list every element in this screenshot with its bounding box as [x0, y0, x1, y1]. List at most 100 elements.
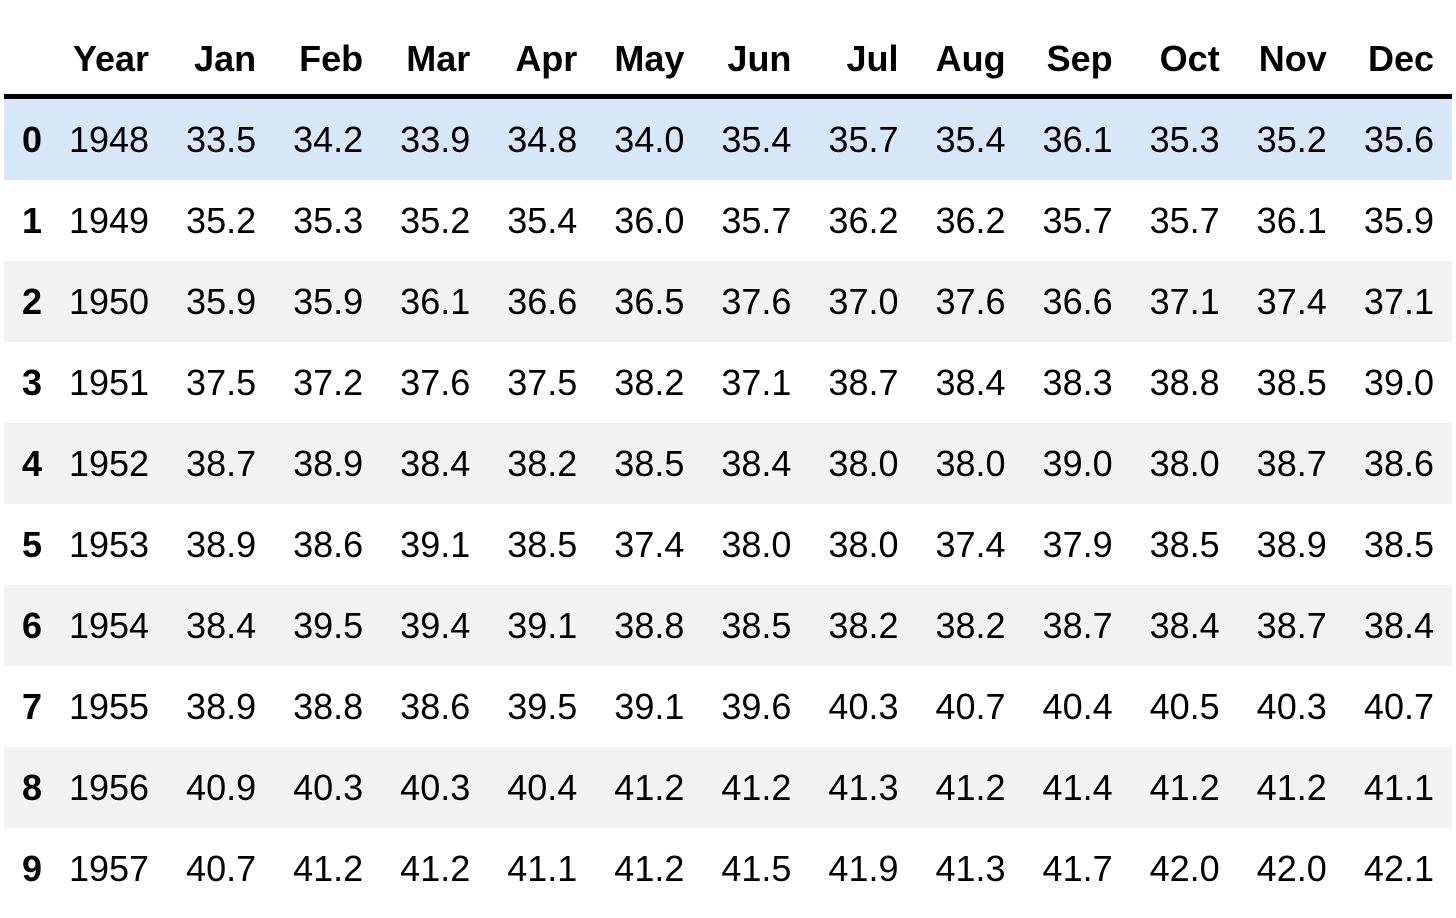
table-row: 6 1954 38.4 39.5 39.4 39.1 38.8 38.5 38.2 38.2 38.…: [4, 585, 1452, 666]
value-cell: 41.2: [400, 847, 471, 889]
value-cell: 41.2: [614, 847, 685, 889]
year-cell: 1953: [68, 523, 150, 565]
value-cell: 41.1: [1363, 766, 1434, 808]
value-cell: 38.8: [293, 685, 364, 727]
value-cell: 38.3: [1042, 361, 1113, 403]
value-cell: 33.9: [400, 118, 471, 160]
value-cell: 41.2: [1256, 766, 1327, 808]
value-cell: 39.5: [293, 604, 364, 646]
year-cell: 1955: [68, 685, 150, 727]
column-header: Nov: [1237, 0, 1345, 99]
table-row: 3 1951 37.5 37.2 37.6 37.5 38.2 37.1 38.7 38.4 38.…: [4, 342, 1452, 423]
value-cell: 35.3: [293, 199, 364, 241]
table-row: 1 1949 35.2 35.3 35.2 35.4 36.0 35.7 36.2 36.2 35.…: [4, 180, 1452, 261]
value-cell: 38.7: [186, 442, 257, 484]
value-cell: 38.0: [828, 523, 899, 565]
row-index: 6: [21, 604, 43, 646]
value-cell: 35.3: [1149, 118, 1220, 160]
value-cell: 37.6: [721, 280, 792, 322]
value-cell: 35.7: [721, 199, 792, 241]
value-cell: 38.4: [721, 442, 792, 484]
value-cell: 38.0: [721, 523, 792, 565]
value-cell: 37.2: [293, 361, 364, 403]
value-cell: 35.4: [507, 199, 578, 241]
value-cell: 37.6: [400, 361, 471, 403]
value-cell: 38.4: [1363, 604, 1434, 646]
value-cell: 39.5: [507, 685, 578, 727]
value-cell: 35.2: [400, 199, 471, 241]
row-index: 0: [21, 118, 43, 160]
table-row: 2 1950 35.9 35.9 36.1 36.6 36.5 37.6 37.0 37.6 36.…: [4, 261, 1452, 342]
value-cell: 40.7: [1363, 685, 1434, 727]
value-cell: 38.5: [1363, 523, 1434, 565]
value-cell: 35.7: [828, 118, 899, 160]
value-cell: 38.9: [186, 685, 257, 727]
year-cell: 1950: [68, 280, 150, 322]
row-index: 2: [21, 280, 43, 322]
value-cell: 40.7: [186, 847, 257, 889]
column-header: Mar: [381, 0, 489, 99]
value-cell: 35.4: [721, 118, 792, 160]
value-cell: 41.2: [293, 847, 364, 889]
value-cell: 40.4: [507, 766, 578, 808]
value-cell: 37.6: [935, 280, 1006, 322]
value-cell: 36.2: [828, 199, 899, 241]
value-cell: 38.2: [828, 604, 899, 646]
value-cell: 37.5: [186, 361, 257, 403]
column-header: Oct: [1130, 0, 1238, 99]
column-header: Feb: [274, 0, 382, 99]
value-cell: 37.4: [614, 523, 685, 565]
value-cell: 38.5: [507, 523, 578, 565]
value-cell: 35.9: [186, 280, 257, 322]
value-cell: 39.6: [721, 685, 792, 727]
value-cell: 35.2: [186, 199, 257, 241]
value-cell: 40.7: [935, 685, 1006, 727]
value-cell: 33.5: [186, 118, 257, 160]
value-cell: 36.2: [935, 199, 1006, 241]
value-cell: 38.0: [935, 442, 1006, 484]
column-header: Aug: [916, 0, 1024, 99]
value-cell: 41.2: [614, 766, 685, 808]
value-cell: 37.4: [1256, 280, 1327, 322]
year-cell: 1951: [68, 361, 150, 403]
row-index: 9: [21, 847, 43, 889]
column-header: Jun: [702, 0, 810, 99]
value-cell: 41.3: [828, 766, 899, 808]
value-cell: 38.8: [614, 604, 685, 646]
value-cell: 41.7: [1042, 847, 1113, 889]
value-cell: 38.4: [1149, 604, 1220, 646]
value-cell: 40.3: [293, 766, 364, 808]
value-cell: 42.0: [1256, 847, 1327, 889]
index-header: [4, 0, 60, 99]
value-cell: 38.2: [507, 442, 578, 484]
year-cell: 1949: [68, 199, 150, 241]
value-cell: 41.3: [935, 847, 1006, 889]
value-cell: 38.0: [828, 442, 899, 484]
value-cell: 38.6: [400, 685, 471, 727]
table-row: 4 1952 38.7 38.9 38.4 38.2 38.5 38.4 38.0 38.0 39.…: [4, 423, 1452, 504]
value-cell: 36.1: [1256, 199, 1327, 241]
column-header: Jul: [809, 0, 917, 99]
value-cell: 34.8: [507, 118, 578, 160]
value-cell: 40.3: [400, 766, 471, 808]
value-cell: 36.0: [614, 199, 685, 241]
value-cell: 35.4: [935, 118, 1006, 160]
value-cell: 41.1: [507, 847, 578, 889]
value-cell: 38.9: [293, 442, 364, 484]
year-cell: 1952: [68, 442, 150, 484]
table-row: 7 1955 38.9 38.8 38.6 39.5 39.1 39.6 40.3 40.7 40.…: [4, 666, 1452, 747]
value-cell: 38.7: [1256, 604, 1327, 646]
value-cell: 39.1: [507, 604, 578, 646]
value-cell: 41.5: [721, 847, 792, 889]
value-cell: 41.4: [1042, 766, 1113, 808]
value-cell: 39.4: [400, 604, 471, 646]
value-cell: 37.1: [1363, 280, 1434, 322]
value-cell: 36.1: [1042, 118, 1113, 160]
value-cell: 38.4: [935, 361, 1006, 403]
value-cell: 38.0: [1149, 442, 1220, 484]
value-cell: 37.5: [507, 361, 578, 403]
value-cell: 38.5: [721, 604, 792, 646]
value-cell: 40.3: [828, 685, 899, 727]
row-index: 8: [21, 766, 43, 808]
value-cell: 36.6: [1042, 280, 1113, 322]
